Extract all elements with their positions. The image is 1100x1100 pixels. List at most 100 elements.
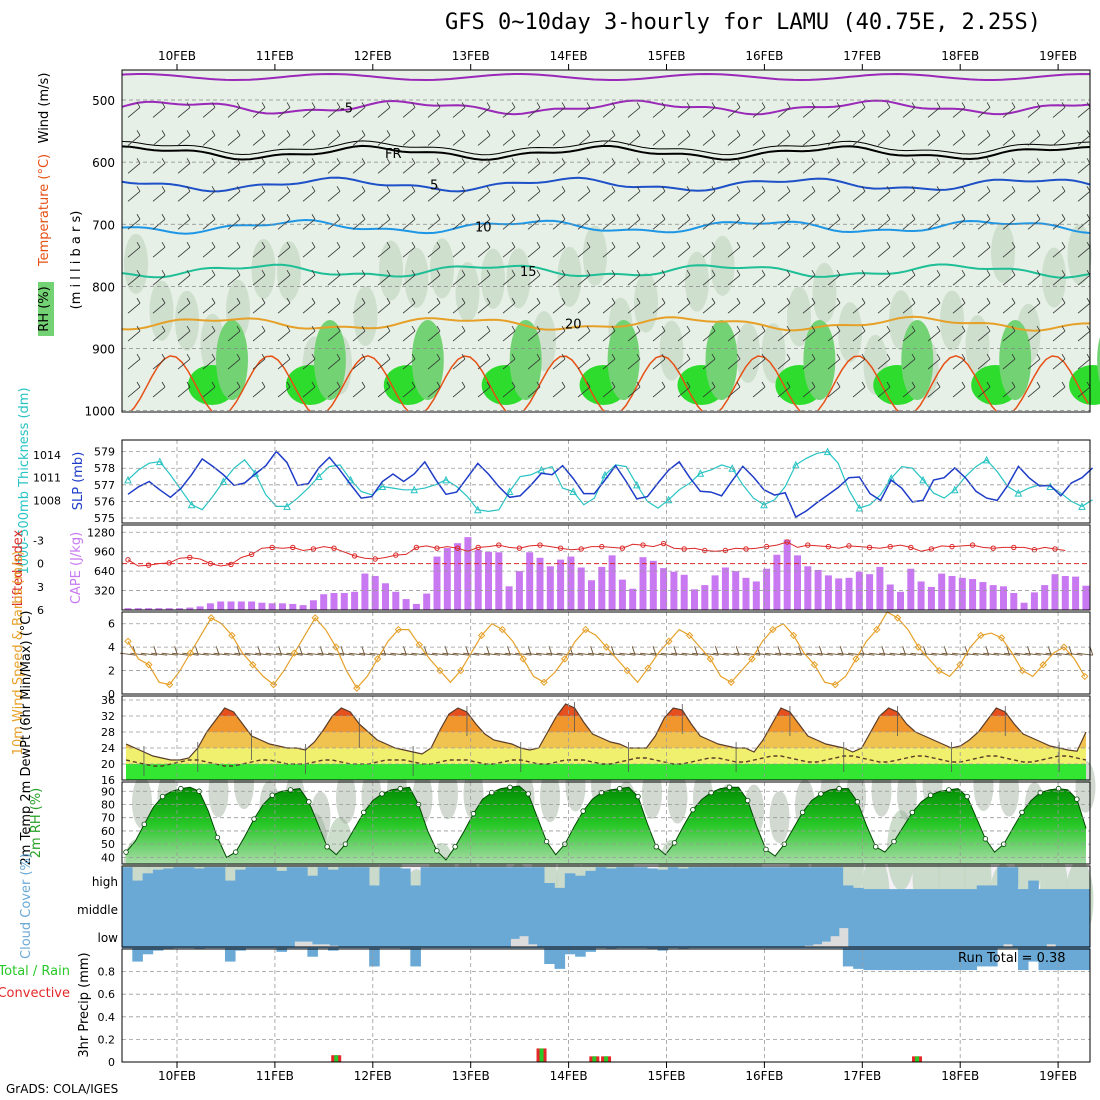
thickness-point [950, 485, 959, 494]
wind-barb [277, 107, 291, 118]
wind-barb [386, 186, 391, 192]
wind-barb [952, 274, 966, 286]
wind-barb [727, 274, 741, 286]
wind-barb [186, 102, 191, 108]
wind-barb [402, 386, 416, 398]
wind-barb [977, 358, 991, 370]
cloud-high-bar [358, 867, 370, 949]
cape-bar [1010, 593, 1018, 610]
date-label-top: 10FEB [158, 49, 196, 63]
cloud-high-bar [863, 889, 875, 971]
wind-barb [577, 652, 594, 656]
wind-barb [327, 386, 341, 398]
date-label-bottom: 13FEB [452, 1069, 490, 1083]
wind-barb [577, 358, 591, 370]
rh-point [141, 821, 147, 828]
lifted-index-tick: -3 [33, 534, 44, 547]
rh-patch [736, 323, 760, 384]
wind-barb [252, 330, 266, 342]
rh-patch [277, 241, 301, 302]
wind-barb [877, 358, 891, 370]
wind-barb [586, 353, 591, 360]
lifted-index-point [248, 551, 255, 558]
wind-barb [477, 107, 491, 118]
wind-barb [602, 386, 616, 398]
wind-barb [802, 274, 816, 286]
wind-barb [177, 330, 191, 342]
wind-barb [677, 163, 691, 174]
rh-point [580, 808, 586, 814]
wind-barb [962, 652, 979, 656]
wind-barb [777, 246, 791, 258]
wind-barb [152, 190, 166, 202]
rh-patch [132, 776, 152, 829]
wind-speed-point [1081, 672, 1089, 681]
wind-barb [586, 269, 591, 276]
wind-barb [661, 242, 666, 248]
wind-barb [660, 652, 677, 656]
cloud-level-label: low [98, 931, 119, 945]
cape-bar [948, 576, 956, 610]
thickness-point [314, 472, 323, 481]
wind-barb [827, 135, 841, 146]
wind-barb [186, 353, 191, 360]
wind-barb [652, 135, 666, 146]
wind-barb [352, 190, 366, 202]
cloud-high-bar [739, 867, 751, 949]
rh-point [470, 811, 477, 817]
wind-barb [936, 269, 941, 276]
wind-barb [311, 130, 316, 136]
wind-barb [1002, 246, 1016, 258]
wind-barb [1077, 274, 1091, 286]
cloud-high-bar [142, 873, 154, 955]
wind-barb [411, 353, 416, 360]
wind-barb [536, 353, 541, 360]
wind-barb [261, 242, 266, 248]
wind-barb [902, 330, 916, 342]
wind-barb [136, 242, 141, 248]
cloud-high-bar [698, 867, 710, 949]
wind-barb [477, 135, 491, 146]
wind-barb [636, 353, 641, 360]
cloud-high-bar [935, 889, 947, 971]
wind-speed-point [477, 631, 486, 640]
wind-barb [1061, 269, 1066, 276]
wind-barb [386, 242, 391, 248]
cape-bar [1061, 576, 1069, 610]
wind-barb [461, 325, 466, 332]
wind-barb [352, 274, 366, 286]
wind-barb [402, 190, 416, 202]
wind-barb [927, 302, 941, 314]
wind-barb [390, 652, 407, 656]
wind-barb [1061, 186, 1066, 192]
wind-barb [286, 353, 291, 360]
wind-barb [802, 358, 816, 370]
rh-patch-high [901, 320, 934, 400]
wind-speed-point [353, 684, 361, 692]
wind-speed-point [748, 655, 756, 663]
wind-barb [702, 302, 716, 314]
wind-axis-label: Wind (m/s) [37, 73, 52, 144]
wind-barb [1011, 102, 1016, 108]
wind-barb [202, 358, 216, 370]
wind-speed-point [561, 655, 569, 663]
wind-barb [236, 242, 241, 248]
lifted-index-point [1052, 546, 1058, 552]
wind-barb [411, 652, 428, 656]
wind-barb [436, 297, 441, 304]
wind-barb [171, 652, 189, 656]
cloud-high-bar [956, 889, 967, 971]
lifted-index-point [145, 562, 152, 568]
cloud-high-bar [204, 867, 215, 949]
rh-patch [659, 320, 684, 381]
lifted-index-point [166, 560, 172, 566]
temp-tick: 16 [101, 774, 115, 787]
wind-barb [927, 107, 941, 118]
cape-bar [515, 571, 523, 610]
wind-barb [277, 358, 291, 370]
rh-tick: 70 [101, 812, 115, 825]
wind-barb [677, 246, 691, 258]
wind-barb [336, 297, 341, 304]
wind-speed-point [581, 625, 590, 634]
wind-barb [785, 652, 802, 656]
